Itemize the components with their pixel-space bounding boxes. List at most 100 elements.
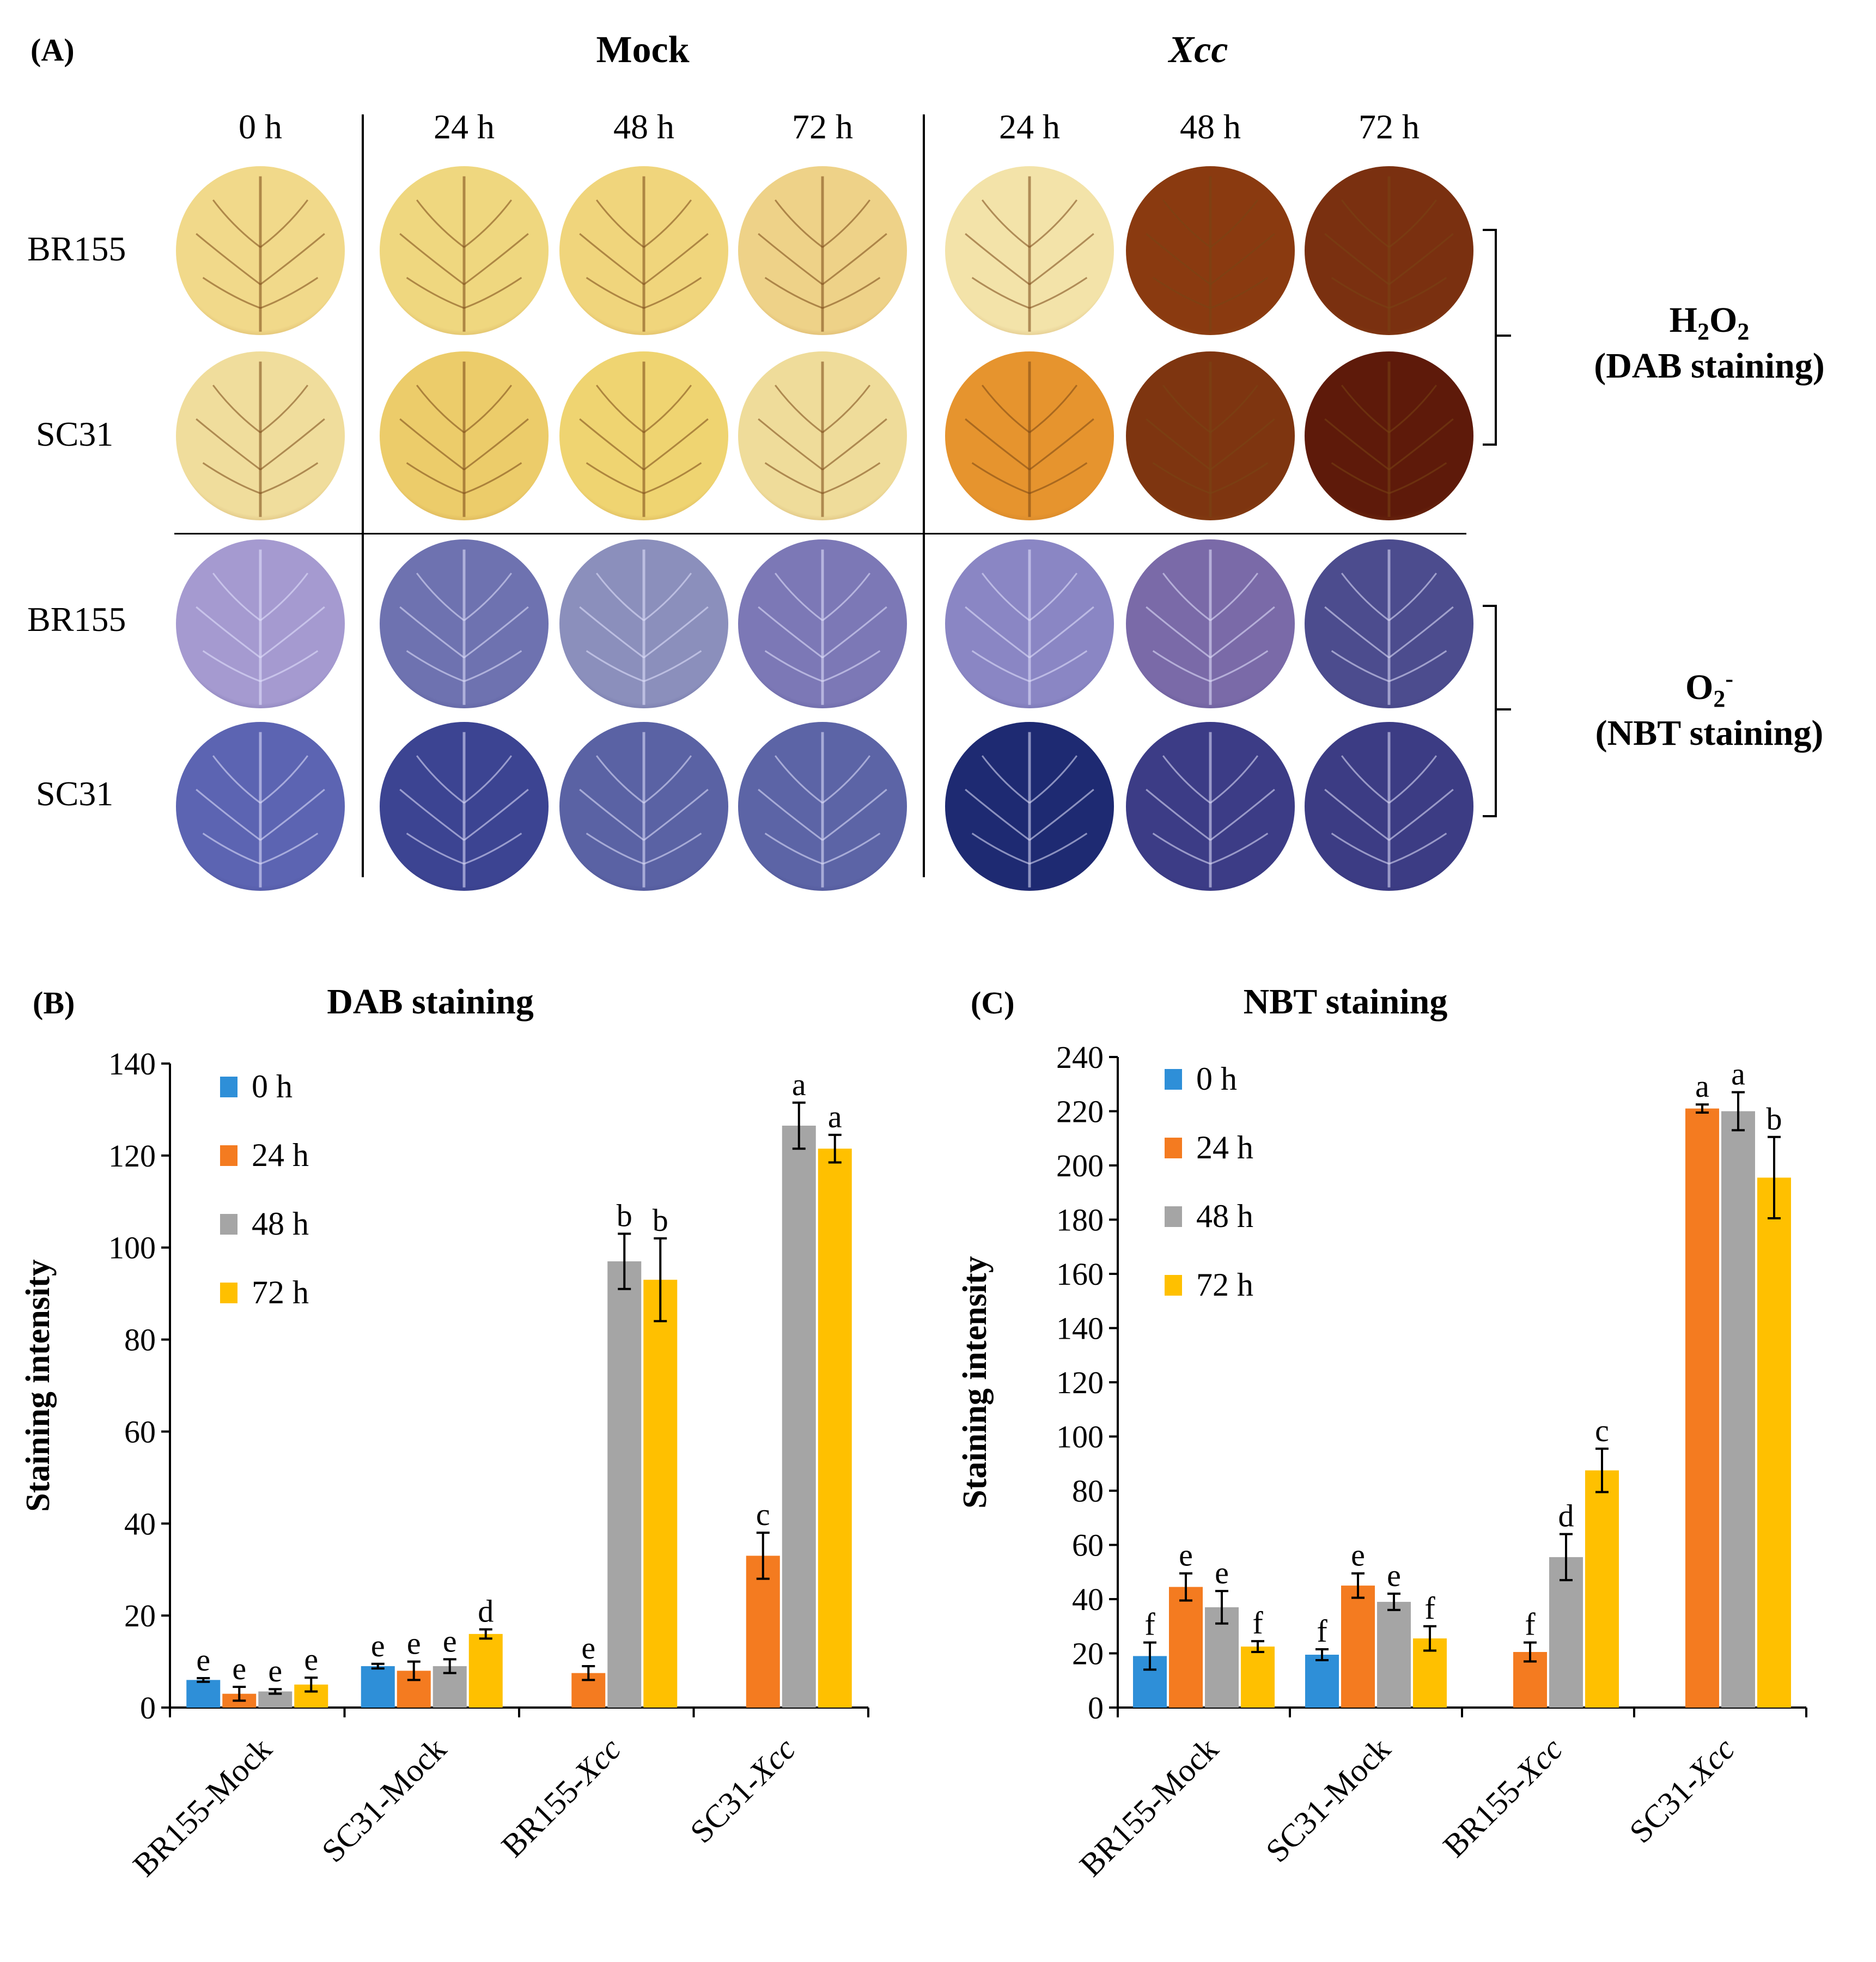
significance-letter: f — [1525, 1607, 1536, 1642]
significance-letter: d — [1558, 1498, 1574, 1534]
timepoint-xcc-48h: 48 h — [1180, 107, 1241, 146]
leaf-disc-nbt-sc31-xcc-24h — [945, 722, 1114, 891]
significance-letter: e — [1387, 1558, 1401, 1593]
x-category-label: SC31-Mock — [1259, 1731, 1397, 1869]
bar — [746, 1556, 780, 1708]
significance-letter: f — [1317, 1613, 1327, 1649]
significance-letter: e — [304, 1642, 318, 1677]
bar — [186, 1680, 221, 1708]
bar — [1585, 1470, 1619, 1708]
leaf-disc-nbt-sc31-0h — [176, 722, 345, 891]
y-tick-label: 100 — [108, 1230, 156, 1266]
bar — [782, 1125, 816, 1708]
row-label-nbt-br155: BR155 — [27, 600, 126, 639]
y-tick-label: 20 — [1072, 1636, 1104, 1672]
legend-swatch — [1165, 1275, 1182, 1296]
leaf-disc-dab-br155-xcc-72h — [1305, 166, 1473, 335]
leaf-disc-dab-br155-xcc-48h — [1126, 166, 1295, 335]
significance-letter: b — [617, 1198, 632, 1233]
leaf-disc-nbt-sc31-mock-72h — [738, 722, 907, 891]
separator-mock-xcc — [923, 114, 925, 877]
significance-letter: f — [1424, 1590, 1435, 1626]
significance-letter: e — [1351, 1538, 1365, 1573]
leaf-disc-nbt-br155-xcc-72h — [1305, 539, 1473, 708]
timepoint-xcc-24h: 24 h — [999, 107, 1060, 146]
assay-dab-chem: H2O2 — [1669, 300, 1750, 345]
significance-letter: b — [1767, 1101, 1782, 1137]
timepoint-0h: 0 h — [239, 107, 282, 146]
y-tick-label: 20 — [124, 1598, 156, 1633]
y-tick-label: 240 — [1056, 1040, 1104, 1075]
leaf-disc-dab-br155-mock-48h — [559, 166, 728, 335]
bar — [361, 1666, 395, 1708]
bar — [1721, 1111, 1755, 1708]
y-tick-label: 120 — [108, 1138, 156, 1174]
bracket-dab — [1483, 229, 1497, 446]
significance-letter: d — [478, 1593, 494, 1629]
leaf-disc-nbt-br155-xcc-48h — [1126, 539, 1295, 708]
legend-label: 0 h — [1196, 1061, 1237, 1097]
leaf-disc-dab-sc31-0h — [176, 351, 345, 520]
significance-letter: c — [756, 1497, 770, 1532]
leaf-disc-nbt-br155-mock-72h — [738, 539, 907, 708]
leaf-disc-dab-sc31-mock-72h — [738, 351, 907, 520]
leaf-disc-nbt-sc31-xcc-72h — [1305, 722, 1473, 891]
timepoint-mock-24h: 24 h — [434, 107, 495, 146]
leaf-disc-nbt-sc31-xcc-48h — [1126, 722, 1295, 891]
leaf-disc-nbt-br155-mock-24h — [380, 539, 549, 708]
bar — [1685, 1108, 1719, 1708]
legend-swatch — [220, 1283, 237, 1303]
y-tick-label: 80 — [124, 1322, 156, 1358]
legend-label: 0 h — [252, 1068, 293, 1104]
significance-letter: f — [1252, 1605, 1263, 1641]
y-tick-label: 140 — [108, 1046, 156, 1082]
leaf-disc-dab-br155-mock-72h — [738, 166, 907, 335]
significance-letter: a — [1695, 1068, 1709, 1104]
bracket-dab-tick — [1495, 335, 1511, 337]
y-tick-label: 60 — [1072, 1528, 1104, 1563]
chart-nbt-staining: (C) NBT staining Staining intensity 0 20 40 60… — [957, 982, 1807, 1884]
bar — [1241, 1647, 1275, 1708]
leaf-disc-nbt-br155-mock-48h — [559, 539, 728, 708]
y-tick-label: 60 — [124, 1414, 156, 1449]
y-tick-label: 180 — [1056, 1202, 1104, 1238]
significance-letter: e — [443, 1623, 457, 1659]
bar — [1757, 1177, 1791, 1708]
x-category-base: BR155- — [495, 1765, 593, 1864]
significance-letter: a — [1731, 1056, 1745, 1092]
x-category-label: BR155-Mock — [1073, 1731, 1225, 1884]
significance-letter: e — [581, 1630, 595, 1666]
assay-nbt-label: O2- (NBT staining) — [1557, 665, 1862, 754]
significance-letter: e — [232, 1651, 246, 1686]
legend-swatch — [220, 1214, 237, 1235]
heading-xcc: Xcc — [1168, 29, 1228, 71]
y-tick-label: 80 — [1072, 1473, 1104, 1509]
significance-letter: a — [828, 1099, 842, 1134]
timepoint-xcc-72h: 72 h — [1359, 107, 1420, 146]
bar — [643, 1279, 678, 1708]
leaf-disc-dab-sc31-xcc-24h — [945, 351, 1114, 520]
y-axis-label: Staining intensity — [957, 1256, 994, 1508]
x-category-label: BR155-Mock — [126, 1731, 278, 1884]
separator-0h-mock — [362, 114, 364, 877]
chart-title: NBT staining — [1244, 982, 1448, 1022]
legend-label: 48 h — [252, 1206, 309, 1242]
assay-dab-stain: (DAB staining) — [1594, 346, 1825, 386]
x-category-label: BR155-Xcc — [495, 1731, 628, 1864]
leaf-disc-nbt-sc31-mock-48h — [559, 722, 728, 891]
legend-label: 24 h — [252, 1137, 309, 1173]
legend-swatch — [220, 1145, 237, 1166]
y-tick-label: 120 — [1056, 1365, 1104, 1400]
significance-letter: e — [407, 1626, 421, 1661]
x-category-base: BR155- — [1436, 1765, 1535, 1864]
bracket-nbt-tick — [1495, 708, 1511, 710]
y-tick-label: 0 — [1088, 1690, 1104, 1726]
leaf-disc-dab-br155-0h — [176, 166, 345, 335]
bar — [1549, 1557, 1583, 1708]
leaf-disc-dab-sc31-xcc-48h — [1126, 351, 1295, 520]
x-category-label: BR155-Xcc — [1436, 1731, 1570, 1864]
y-tick-label: 100 — [1056, 1419, 1104, 1455]
leaf-disc-nbt-br155-0h — [176, 539, 345, 708]
y-tick-label: 40 — [1072, 1582, 1104, 1617]
row-label-dab-sc31: SC31 — [36, 415, 114, 453]
